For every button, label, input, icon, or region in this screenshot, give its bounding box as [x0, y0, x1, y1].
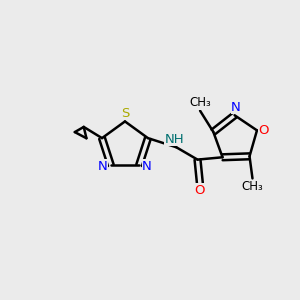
Text: CH₃: CH₃ [242, 180, 263, 193]
Text: NH: NH [165, 133, 185, 146]
Text: O: O [195, 184, 205, 197]
Text: O: O [258, 124, 269, 137]
Text: N: N [231, 101, 241, 114]
Text: S: S [121, 107, 129, 120]
Text: CH₃: CH₃ [189, 96, 211, 109]
Text: N: N [142, 160, 152, 173]
Text: N: N [98, 160, 108, 173]
